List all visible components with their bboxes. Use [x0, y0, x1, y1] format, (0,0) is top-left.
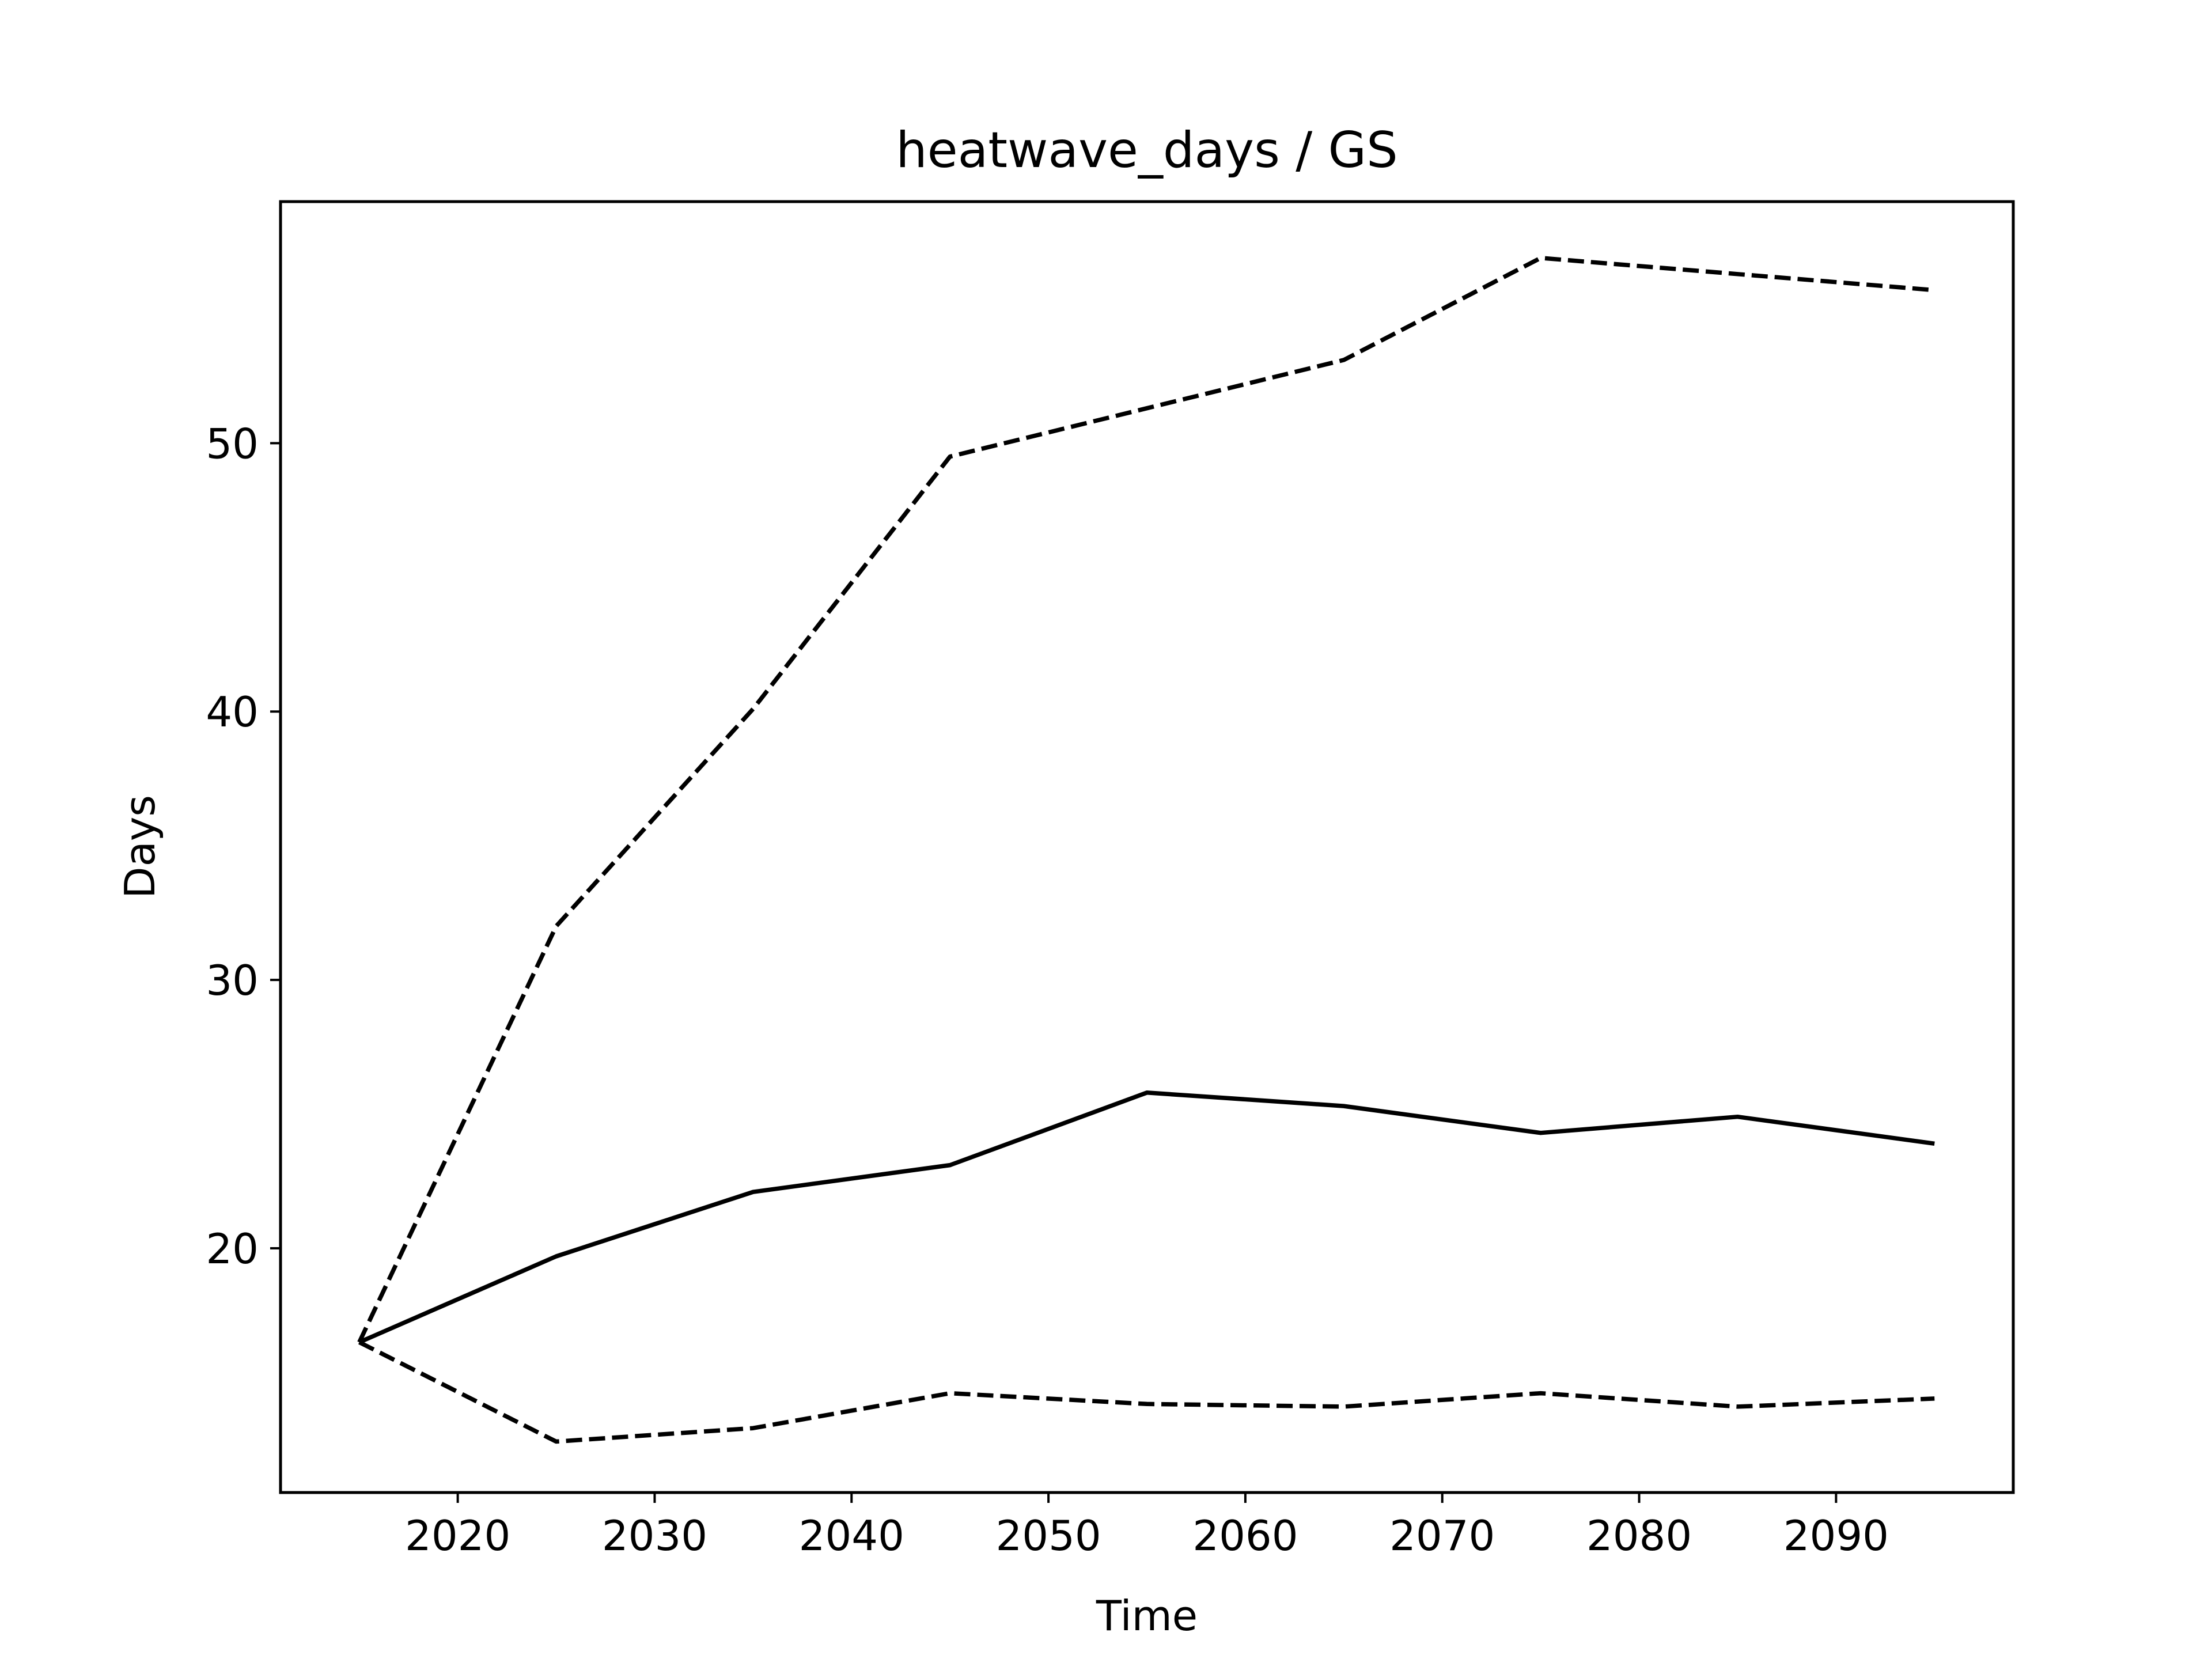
- x-axis-label: Time: [1096, 1592, 1198, 1640]
- y-tick-label: 30: [206, 956, 259, 1005]
- x-tick-label: 2080: [1586, 1512, 1692, 1560]
- y-tick-label: 40: [206, 688, 259, 736]
- x-tick-label: 2040: [799, 1512, 904, 1560]
- solid-series-line: [358, 1090, 1935, 1344]
- x-axis-ticks: 2020 2030 2040 2050 2060 2070 2080 2090: [405, 1493, 1889, 1560]
- y-tick-label: 20: [206, 1225, 259, 1273]
- x-tick-label: 2020: [405, 1512, 510, 1560]
- x-tick-label: 2090: [1783, 1512, 1889, 1560]
- y-axis-label: Days: [116, 795, 164, 899]
- x-tick-label: 2060: [1192, 1512, 1298, 1560]
- x-tick-label: 2050: [995, 1512, 1101, 1560]
- series-layer: [357, 256, 1935, 1444]
- x-tick-label: 2070: [1389, 1512, 1495, 1560]
- chart-title: heatwave_days / GS: [896, 122, 1398, 179]
- y-tick-label: 50: [206, 419, 259, 468]
- upper-dashed-series-line: [357, 256, 1935, 1343]
- plot-frame: [279, 200, 2015, 1494]
- lower-dashed-series-line: [358, 1340, 1935, 1444]
- x-tick-label: 2030: [602, 1512, 707, 1560]
- y-axis-ticks: 20 30 40 50: [206, 419, 281, 1273]
